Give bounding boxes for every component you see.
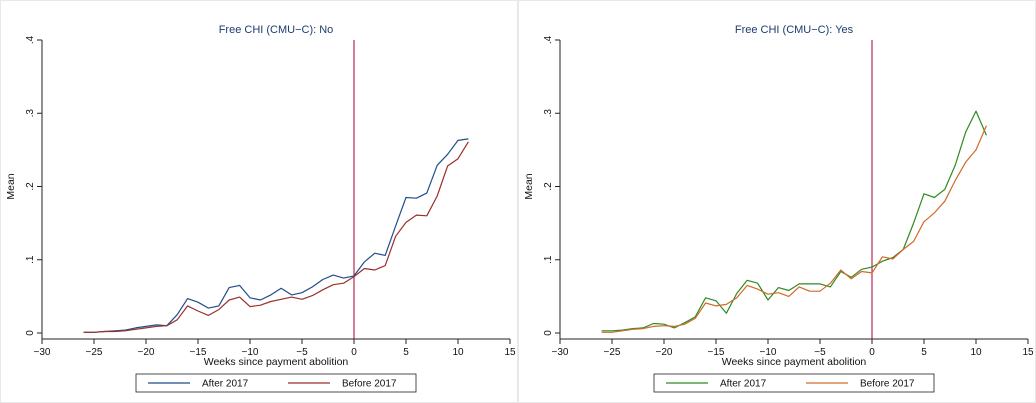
x-tick-label: 10 xyxy=(452,347,464,358)
x-tick-label: −5 xyxy=(814,347,826,358)
legend-label: After 2017 xyxy=(202,379,249,390)
legend-box xyxy=(135,373,417,393)
x-tick-label: −15 xyxy=(190,347,207,358)
x-tick-label: 0 xyxy=(351,347,357,358)
y-tick-label: .2 xyxy=(25,182,36,191)
x-tick-label: 10 xyxy=(970,347,982,358)
y-axis-title: Mean xyxy=(523,173,535,199)
x-tick-label: −25 xyxy=(604,347,621,358)
x-axis-title: Weeks since payment abolition xyxy=(722,356,867,368)
x-tick-label: 5 xyxy=(403,347,409,358)
y-tick-label: .1 xyxy=(543,255,554,264)
series-line-after-2017 xyxy=(601,110,987,332)
x-tick-label: −10 xyxy=(242,347,259,358)
x-tick-label: −5 xyxy=(296,347,308,358)
legend-label: After 2017 xyxy=(720,379,767,390)
legend-label: Before 2017 xyxy=(860,379,915,390)
chart-title: Free CHI (CMU−C): No xyxy=(219,24,334,36)
x-tick-label: −15 xyxy=(708,347,725,358)
y-tick-label: 0 xyxy=(25,330,36,336)
x-tick-label: −20 xyxy=(138,347,155,358)
y-tick-label: 0 xyxy=(543,330,554,336)
series-line-after-2017 xyxy=(83,138,469,333)
x-tick-label: −20 xyxy=(656,347,673,358)
y-tick-label: .3 xyxy=(543,109,554,118)
line-chart-free-chi-yes: Free CHI (CMU−C): Yes 0 .1 .2 .3 .4 −30 −25 −20 −… xyxy=(518,0,1036,403)
x-axis-title: Weeks since payment abolition xyxy=(204,356,349,368)
graph-region xyxy=(0,0,518,403)
x-tick-label: −10 xyxy=(760,347,777,358)
y-tick-label: .3 xyxy=(25,109,36,118)
x-tick-label: −30 xyxy=(552,347,569,358)
y-tick-label: .1 xyxy=(25,255,36,264)
line-chart-free-chi-no: Free CHI (CMU−C): No 0 .1 .2 .3 .4 −30 −25 −20 −1… xyxy=(0,0,518,403)
x-tick-label: −25 xyxy=(86,347,103,358)
graph-region xyxy=(518,0,1036,403)
series-line-before-2017 xyxy=(601,125,987,333)
x-tick-label: 15 xyxy=(1022,347,1034,358)
chart-panel-left: Free CHI (CMU−C): No 0 .1 .2 .3 .4 −30 −25 −20 −1… xyxy=(0,0,518,403)
chart-panel-right: Free CHI (CMU−C): Yes 0 .1 .2 .3 .4 −30 −25 −20 −… xyxy=(518,0,1036,403)
y-tick-label: .4 xyxy=(25,35,36,44)
x-tick-label: −30 xyxy=(34,347,51,358)
x-tick-label: 15 xyxy=(504,347,516,358)
legend-label: Before 2017 xyxy=(342,379,397,390)
legend-box xyxy=(653,373,935,393)
x-tick-label: 5 xyxy=(921,347,927,358)
chart-title: Free CHI (CMU−C): Yes xyxy=(735,24,854,36)
y-tick-label: .4 xyxy=(543,35,554,44)
y-tick-label: .2 xyxy=(543,182,554,191)
series-line-before-2017 xyxy=(83,141,469,333)
y-axis-title: Mean xyxy=(5,173,17,199)
x-tick-label: 0 xyxy=(869,347,875,358)
